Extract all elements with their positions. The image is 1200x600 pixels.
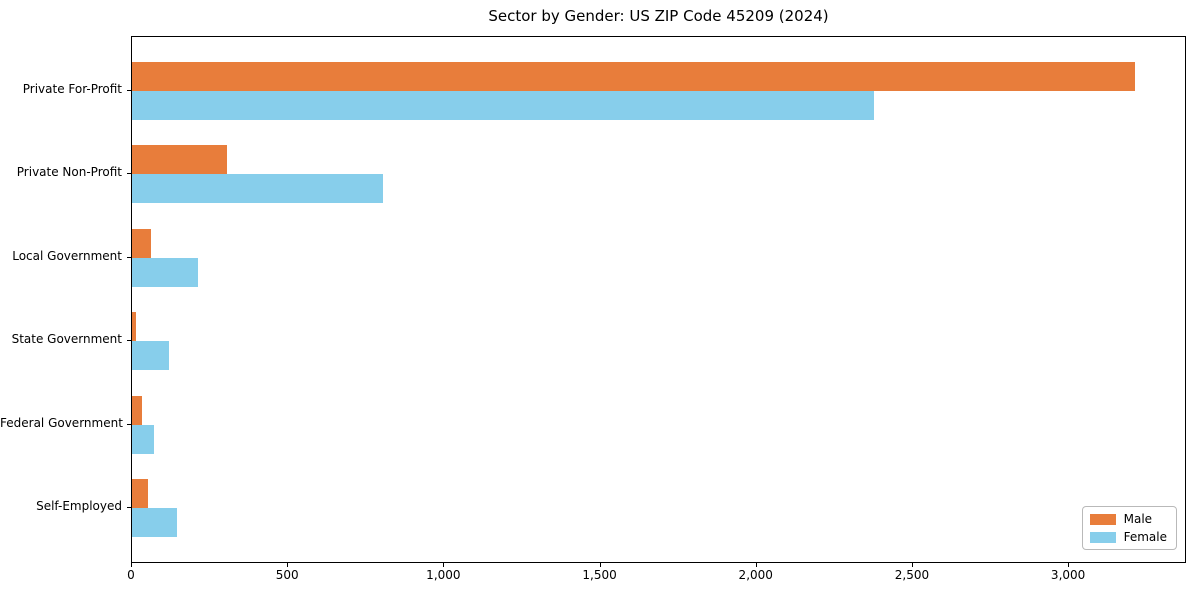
bar-female-1 bbox=[132, 90, 874, 120]
xtick-label: 1,500 bbox=[582, 568, 617, 582]
bar-male-3 bbox=[132, 228, 151, 258]
legend: Male Female bbox=[1081, 506, 1177, 550]
y-tick-mark bbox=[127, 507, 131, 509]
x-tick-mark bbox=[755, 563, 757, 567]
y-tick-mark bbox=[127, 423, 131, 425]
xtick-label: 0 bbox=[127, 568, 135, 582]
y-tick-mark bbox=[127, 340, 131, 342]
ytick-label: State Government bbox=[11, 332, 122, 347]
female-swatch bbox=[1089, 531, 1116, 543]
x-tick-mark bbox=[911, 563, 913, 567]
xtick-label: 500 bbox=[275, 568, 299, 582]
bar-male-4 bbox=[132, 312, 137, 342]
ytick-label: Private Non-Profit bbox=[16, 165, 122, 180]
legend-label-male: Male bbox=[1123, 512, 1153, 526]
bar-female-3 bbox=[132, 257, 198, 287]
bar-male-6 bbox=[132, 479, 148, 509]
y-tick-mark bbox=[127, 256, 131, 258]
ytick-label: Local Government bbox=[12, 248, 122, 263]
x-tick-mark bbox=[131, 563, 132, 567]
x-tick-mark bbox=[287, 563, 289, 567]
ytick-label: Private For-Profit bbox=[22, 81, 122, 96]
legend-label-female: Female bbox=[1123, 530, 1167, 544]
x-tick-mark bbox=[599, 563, 601, 567]
ytick-label: Self-Employed bbox=[36, 499, 122, 514]
bar-male-2 bbox=[132, 145, 228, 175]
bar-male-5 bbox=[132, 395, 142, 425]
bar-female-2 bbox=[132, 174, 384, 204]
xtick-label: 2,500 bbox=[894, 568, 930, 582]
xtick-label: 2,000 bbox=[738, 568, 773, 582]
plot-area: Male Female bbox=[131, 36, 1186, 563]
y-tick-mark bbox=[127, 173, 131, 175]
y-tick-mark bbox=[127, 89, 131, 91]
bar-female-5 bbox=[132, 424, 154, 454]
xtick-label: 1,000 bbox=[426, 568, 461, 582]
bar-female-6 bbox=[132, 508, 178, 538]
chart-title: Sector by Gender: US ZIP Code 45209 (202… bbox=[488, 7, 829, 25]
x-tick-mark bbox=[443, 563, 445, 567]
bar-male-1 bbox=[132, 61, 1135, 91]
x-tick-mark bbox=[1068, 563, 1070, 567]
legend-row-female: Female bbox=[1089, 530, 1167, 544]
xtick-label: 3,000 bbox=[1050, 568, 1086, 582]
legend-row-male: Male bbox=[1089, 512, 1167, 526]
male-swatch bbox=[1089, 513, 1116, 525]
bar-female-4 bbox=[132, 341, 170, 371]
ytick-label: Federal Government bbox=[0, 415, 123, 430]
